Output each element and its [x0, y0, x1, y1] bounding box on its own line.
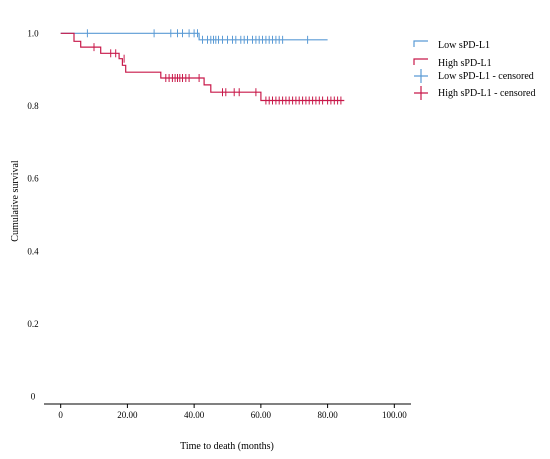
y-axis-title: Cumulative survival	[10, 160, 21, 242]
series-high	[60, 32, 345, 105]
survival-curve-high	[60, 32, 345, 102]
x-tick-label: 80.00	[317, 410, 338, 420]
legend-item-low: Low sPD-L1	[413, 40, 490, 51]
y-ticks: 0 0.2 0.4 0.6 0.8 1.0	[27, 28, 39, 401]
x-tick-label: 20.00	[117, 410, 138, 420]
legend-label-high-censored: High sPD-L1 - censored	[438, 88, 535, 99]
legend-item-high: High sPD-L1	[413, 58, 492, 69]
y-tick-label: 0.6	[27, 174, 39, 184]
survival-curve-low	[60, 32, 328, 41]
legend-label-low-censored: Low sPD-L1 - censored	[438, 71, 534, 82]
legend-item-high-censored: High sPD-L1 - censored	[414, 86, 535, 100]
y-tick-label: 0.8	[27, 101, 39, 111]
x-axis-title: Time to death (months)	[180, 441, 274, 452]
y-tick-label: 0	[31, 392, 36, 402]
legend-cross-high	[414, 86, 428, 100]
y-tick-label: 0.4	[27, 246, 39, 256]
axes: 0 20.00 40.00 60.00 80.00 100.00 0 0.2 0.4 0.6 0.…	[27, 28, 411, 420]
y-tick-label: 1.0	[27, 28, 39, 38]
legend: Low sPD-L1 High sPD-L1 Low sPD-L1 - cens…	[413, 40, 535, 100]
legend-swatch-low	[413, 40, 428, 47]
legend-label-low: Low sPD-L1	[438, 40, 490, 51]
plot-series	[60, 29, 345, 105]
x-tick-label: 100.00	[382, 410, 407, 420]
legend-swatch-high	[413, 58, 428, 65]
x-tick-label: 0	[58, 410, 63, 420]
x-tick-label: 40.00	[184, 410, 205, 420]
legend-label-high: High sPD-L1	[438, 58, 492, 69]
series-low	[60, 29, 328, 44]
legend-item-low-censored: Low sPD-L1 - censored	[414, 69, 534, 83]
x-tick-label: 60.00	[251, 410, 272, 420]
x-ticks: 0 20.00 40.00 60.00 80.00 100.00	[58, 404, 407, 420]
y-tick-label: 0.2	[27, 319, 38, 329]
legend-cross-low	[414, 69, 428, 83]
